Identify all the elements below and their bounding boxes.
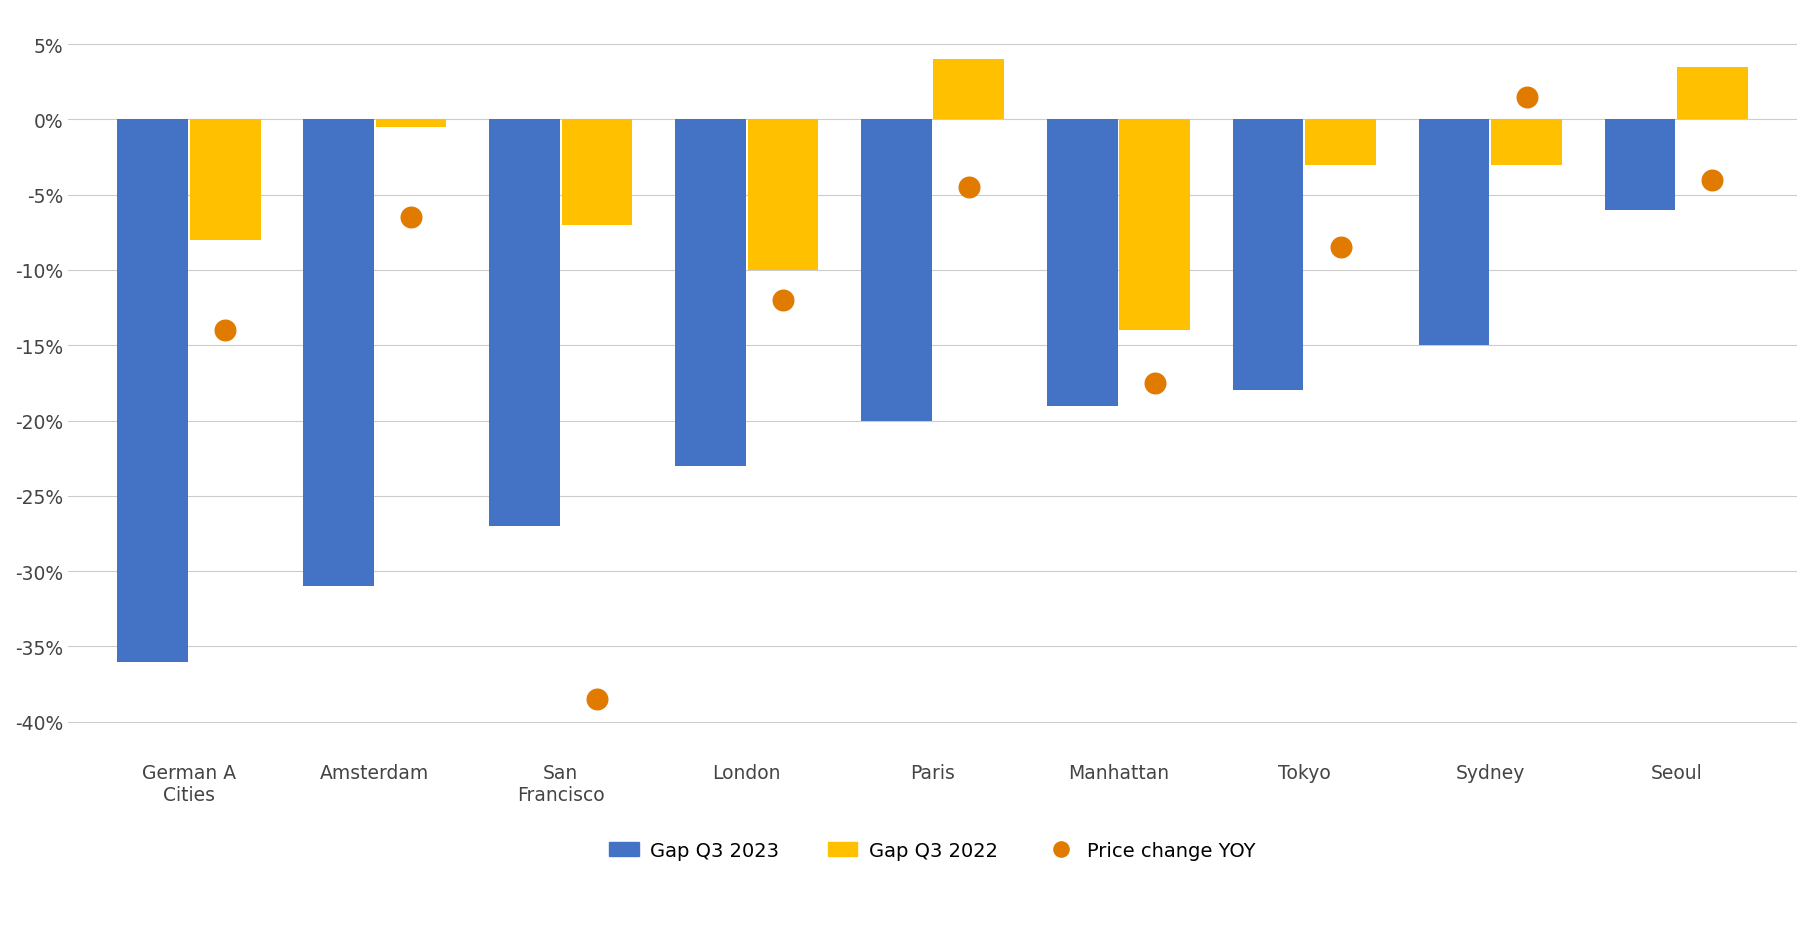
Bar <box>748 121 819 271</box>
Bar <box>1305 121 1375 166</box>
Legend: Gap Q3 2023, Gap Q3 2022, Price change YOY: Gap Q3 2023, Gap Q3 2022, Price change Y… <box>602 833 1263 868</box>
Bar <box>1491 121 1562 166</box>
Price change YOY <box>1140 376 1169 391</box>
Price change YOY <box>210 323 239 338</box>
Bar <box>1678 67 1749 121</box>
Bar <box>933 60 1004 121</box>
Bar <box>375 121 446 128</box>
Bar <box>676 121 747 466</box>
Bar <box>489 121 560 526</box>
Bar <box>562 121 632 226</box>
Price change YOY <box>1326 241 1355 256</box>
Bar <box>303 121 373 587</box>
Bar <box>861 121 931 421</box>
Price change YOY <box>397 211 426 226</box>
Bar <box>1232 121 1303 391</box>
Bar <box>1047 121 1118 406</box>
Bar <box>1120 121 1190 330</box>
Price change YOY <box>1511 90 1540 105</box>
Price change YOY <box>768 293 797 308</box>
Price change YOY <box>955 181 984 196</box>
Bar <box>1419 121 1489 346</box>
Bar <box>190 121 261 241</box>
Price change YOY <box>582 692 611 707</box>
Bar <box>1605 121 1676 211</box>
Price change YOY <box>1698 173 1727 188</box>
Bar <box>118 121 188 662</box>
